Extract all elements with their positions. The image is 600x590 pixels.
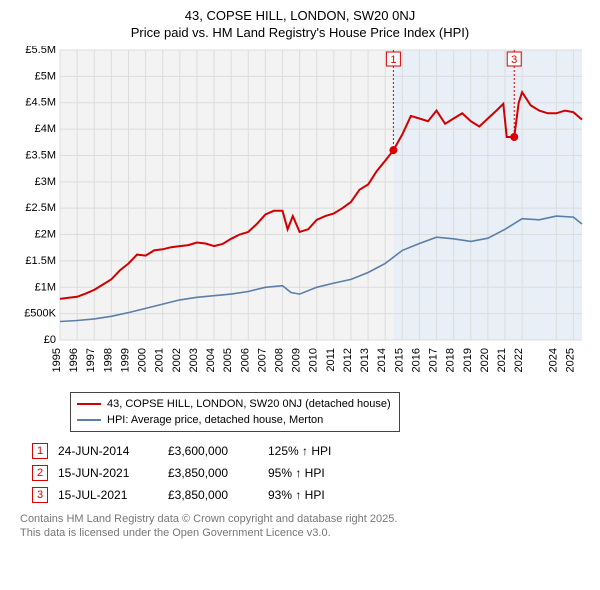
- chart-subtitle: Price paid vs. HM Land Registry's House …: [10, 25, 590, 40]
- event-price: £3,850,000: [168, 484, 268, 506]
- svg-text:1995: 1995: [51, 348, 63, 372]
- svg-text:2021: 2021: [496, 348, 508, 372]
- svg-text:2014: 2014: [376, 348, 388, 372]
- svg-text:£2.5M: £2.5M: [25, 202, 56, 214]
- svg-text:2016: 2016: [410, 348, 422, 372]
- svg-text:2000: 2000: [137, 348, 149, 372]
- svg-text:£3M: £3M: [35, 176, 56, 188]
- legend-swatch-blue: [77, 419, 101, 421]
- event-marker-icon: 2: [32, 465, 48, 481]
- svg-text:2005: 2005: [222, 348, 234, 372]
- svg-text:£5M: £5M: [35, 70, 56, 82]
- svg-text:£1M: £1M: [35, 281, 56, 293]
- event-date: 24-JUN-2014: [58, 440, 168, 462]
- svg-text:2020: 2020: [479, 348, 491, 372]
- chart-svg: £0 £500K £1M £1.5M £2M £2.5M £3M £3.5M £4M £4.5M £…: [10, 46, 590, 386]
- event-marker-icon: 1: [32, 443, 48, 459]
- svg-text:2010: 2010: [308, 348, 320, 372]
- svg-text:2018: 2018: [445, 348, 457, 372]
- svg-text:2022: 2022: [513, 348, 525, 372]
- svg-text:2025: 2025: [564, 348, 576, 372]
- price-chart: £0 £500K £1M £1.5M £2M £2.5M £3M £3.5M £4M £4.5M £…: [10, 46, 590, 386]
- svg-text:2001: 2001: [154, 348, 166, 372]
- event-price: £3,850,000: [168, 462, 268, 484]
- svg-text:£4.5M: £4.5M: [25, 97, 56, 109]
- event-date: 15-JUL-2021: [58, 484, 168, 506]
- svg-text:3: 3: [511, 54, 517, 66]
- footer-line: Contains HM Land Registry data © Crown c…: [20, 512, 590, 526]
- svg-text:1996: 1996: [68, 348, 80, 372]
- svg-text:£4M: £4M: [35, 123, 56, 135]
- event-row: 2 15-JUN-2021 £3,850,000 95% ↑ HPI: [32, 462, 341, 484]
- legend-row: 43, COPSE HILL, LONDON, SW20 0NJ (detach…: [77, 396, 393, 412]
- svg-text:2017: 2017: [428, 348, 440, 372]
- event-marker-icon: 3: [32, 487, 48, 503]
- svg-text:2009: 2009: [291, 348, 303, 372]
- svg-text:2011: 2011: [325, 348, 337, 372]
- svg-text:£1.5M: £1.5M: [25, 255, 56, 267]
- attribution-footer: Contains HM Land Registry data © Crown c…: [20, 512, 590, 541]
- svg-text:2012: 2012: [342, 348, 354, 372]
- svg-text:£500K: £500K: [24, 308, 56, 320]
- legend-row: HPI: Average price, detached house, Mert…: [77, 412, 393, 428]
- svg-text:£5.5M: £5.5M: [25, 46, 56, 56]
- svg-text:2024: 2024: [547, 348, 559, 372]
- svg-text:1: 1: [390, 54, 396, 66]
- svg-text:2008: 2008: [273, 348, 285, 372]
- svg-text:1997: 1997: [85, 348, 97, 372]
- svg-text:2006: 2006: [239, 348, 251, 372]
- svg-text:1999: 1999: [119, 348, 131, 372]
- event-price: £3,600,000: [168, 440, 268, 462]
- event-date: 15-JUN-2021: [58, 462, 168, 484]
- svg-text:2007: 2007: [256, 348, 268, 372]
- svg-text:2015: 2015: [393, 348, 405, 372]
- svg-text:£0: £0: [44, 334, 56, 346]
- svg-text:£3.5M: £3.5M: [25, 149, 56, 161]
- event-delta: 95% ↑ HPI: [268, 462, 341, 484]
- event-delta: 93% ↑ HPI: [268, 484, 341, 506]
- event-row: 1 24-JUN-2014 £3,600,000 125% ↑ HPI: [32, 440, 341, 462]
- svg-text:1998: 1998: [102, 348, 114, 372]
- event-row: 3 15-JUL-2021 £3,850,000 93% ↑ HPI: [32, 484, 341, 506]
- footer-line: This data is licensed under the Open Gov…: [20, 526, 590, 540]
- legend: 43, COPSE HILL, LONDON, SW20 0NJ (detach…: [70, 392, 400, 432]
- chart-title: 43, COPSE HILL, LONDON, SW20 0NJ: [10, 8, 590, 23]
- svg-text:£2M: £2M: [35, 229, 56, 241]
- event-delta: 125% ↑ HPI: [268, 440, 341, 462]
- legend-label: 43, COPSE HILL, LONDON, SW20 0NJ (detach…: [107, 398, 391, 410]
- svg-text:2002: 2002: [171, 348, 183, 372]
- svg-text:2003: 2003: [188, 348, 200, 372]
- svg-text:2013: 2013: [359, 348, 371, 372]
- legend-swatch-red: [77, 403, 101, 405]
- legend-label: HPI: Average price, detached house, Mert…: [107, 414, 323, 426]
- sale-events: 1 24-JUN-2014 £3,600,000 125% ↑ HPI 2 15…: [32, 440, 590, 506]
- svg-text:2019: 2019: [462, 348, 474, 372]
- svg-text:2004: 2004: [205, 348, 217, 372]
